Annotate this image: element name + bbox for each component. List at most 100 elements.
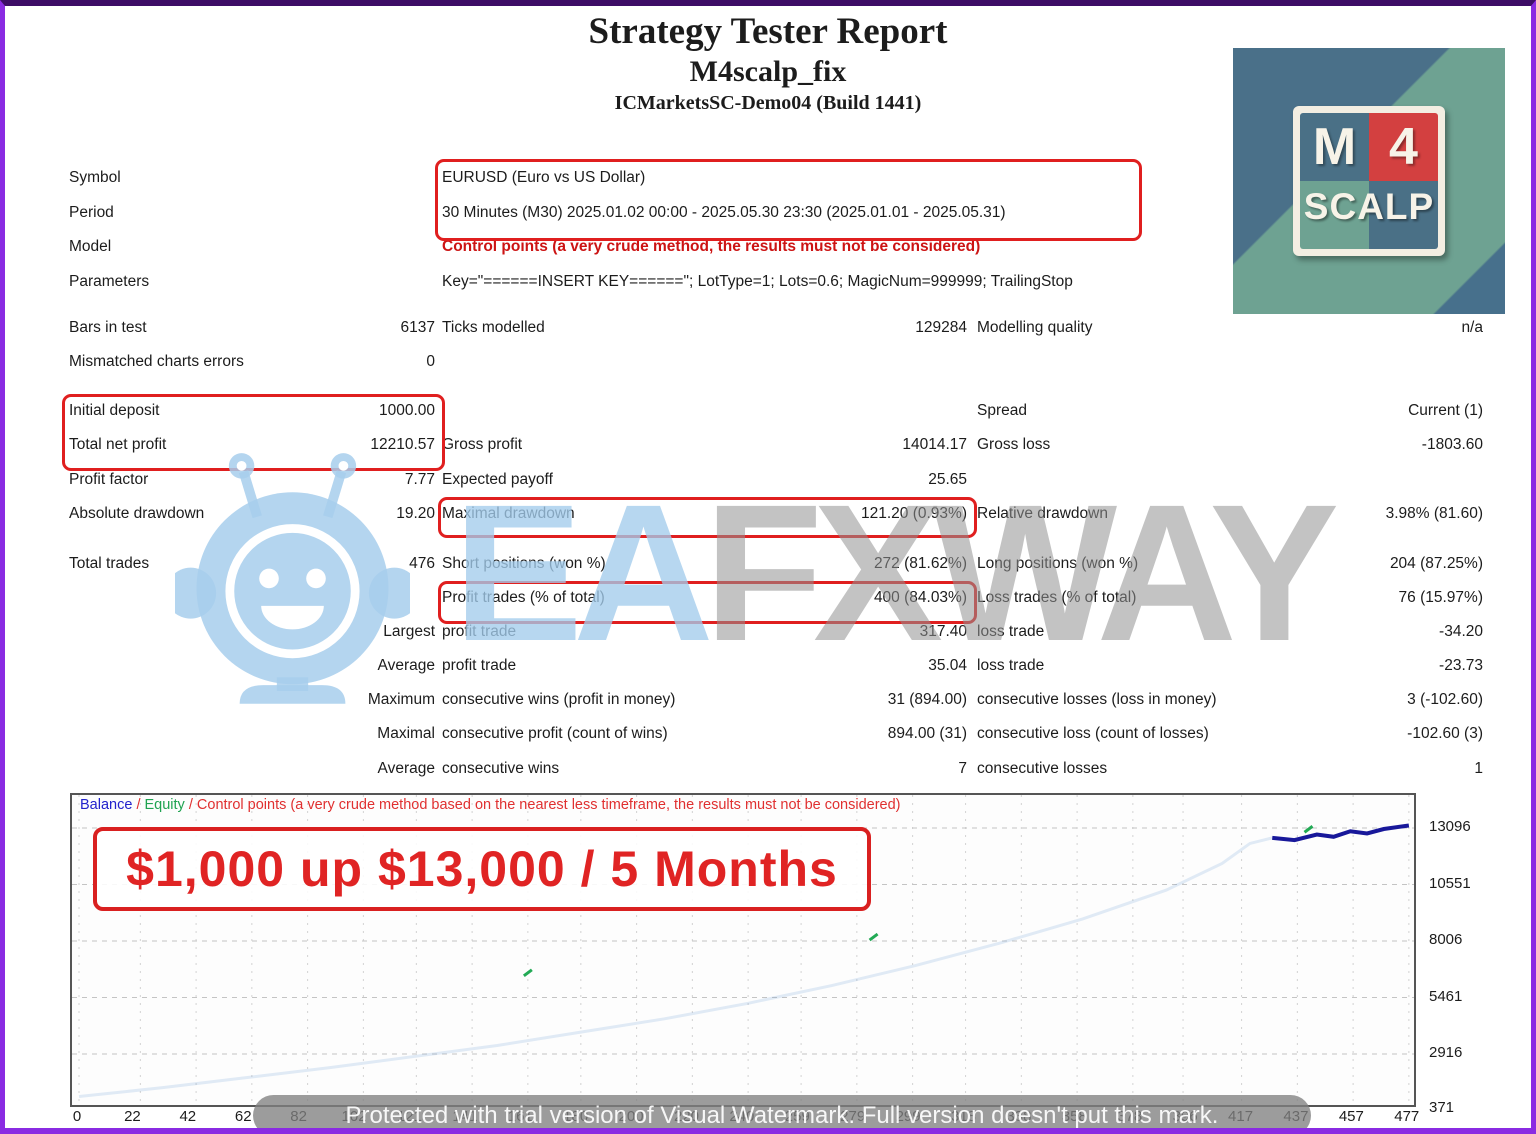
- stat-qualifier: Average: [377, 657, 435, 674]
- info-row-period: Period 30 Minutes (M30) 2025.01.02 00:00…: [5, 204, 1531, 226]
- highlight-box-profit-trades: [438, 581, 977, 624]
- stat-label: consecutive wins: [442, 760, 560, 777]
- visual-watermark-bar: Protected with trial version of Visual W…: [253, 1095, 1311, 1129]
- logo-letter-m: M: [1312, 118, 1357, 176]
- stat-value: 129284: [915, 319, 967, 336]
- logo-quadrant-4: 4: [1369, 113, 1438, 181]
- x-axis-label: 457: [1338, 1108, 1364, 1125]
- stat-label: Ticks modelled: [442, 319, 545, 336]
- stat-label: Long positions (won %): [977, 555, 1139, 572]
- y-axis-label: 13096: [1429, 818, 1471, 835]
- stats-row: Profit trades (% of total) 400 (84.03%) L…: [5, 589, 1531, 611]
- symbol-value: EURUSD (Euro vs US Dollar): [442, 169, 646, 186]
- stat-label: Gross loss: [977, 436, 1051, 453]
- stat-value: 35.04: [928, 657, 967, 674]
- stat-label: Bars in test: [69, 319, 147, 336]
- x-axis-label: 477: [1394, 1108, 1420, 1125]
- stat-label: Relative drawdown: [977, 505, 1108, 522]
- stat-label: consecutive losses (loss in money): [977, 691, 1217, 708]
- stat-value: 25.65: [928, 471, 967, 488]
- page-title: Strategy Tester Report: [588, 11, 948, 52]
- period-label: Period: [69, 204, 114, 221]
- stat-value: 1000.00: [378, 402, 435, 419]
- stat-label: Mismatched charts errors: [69, 353, 244, 370]
- legend-separator: /: [136, 797, 141, 813]
- stat-value: 31 (894.00): [887, 691, 967, 708]
- logo-scalp-text: SCALP: [1303, 186, 1435, 227]
- stat-value: 7.77: [404, 471, 435, 488]
- stats-row: Initial deposit 1000.00 Spread Current (1): [5, 402, 1531, 424]
- stat-label: Profit trades (% of total): [442, 589, 605, 606]
- stat-value: -34.20: [1439, 623, 1483, 640]
- stat-label: Gross profit: [442, 436, 523, 453]
- stats-row: Mismatched charts errors 0: [5, 353, 1531, 375]
- stat-value: 894.00 (31): [887, 725, 967, 742]
- stat-value: 14014.17: [902, 436, 967, 453]
- chart-legend: Balance / Equity / Control points (a ver…: [80, 797, 901, 813]
- report-header: Strategy Tester Report M4scalp_fix ICMar…: [5, 10, 1531, 116]
- x-axis-label: 22: [124, 1108, 141, 1125]
- stat-label: Modelling quality: [977, 319, 1093, 336]
- stat-value: 19.20: [396, 505, 435, 522]
- server-build: ICMarketsSC-Demo04 (Build 1441): [614, 92, 922, 114]
- stat-value: 400 (84.03%): [873, 589, 967, 606]
- highlight-box-symbol-period: [435, 159, 1142, 241]
- stat-label: Expected payoff: [442, 471, 553, 488]
- visual-watermark-text: Protected with trial version of Visual W…: [345, 1101, 1219, 1129]
- info-row-symbol: Symbol EURUSD (Euro vs US Dollar): [5, 169, 1531, 191]
- logo-quadrant-br: [1369, 181, 1438, 249]
- stat-label: Initial deposit: [69, 402, 160, 419]
- stats-row: Profit factor 7.77 Expected payoff 25.65: [5, 471, 1531, 493]
- m4scalp-logo: M 4 SCALP: [1233, 48, 1505, 314]
- y-axis-label: 8006: [1429, 931, 1463, 948]
- y-axis-label: 2916: [1429, 1044, 1463, 1061]
- stat-value: 12210.57: [370, 436, 435, 453]
- stat-qualifier: Maximal: [377, 725, 435, 742]
- legend-note: Control points (a very crude method base…: [196, 797, 901, 813]
- stat-label: Maximal drawdown: [442, 505, 575, 522]
- legend-equity: Equity: [144, 797, 185, 813]
- stats-row: Absolute drawdown 19.20 Maximal drawdown 1…: [5, 505, 1531, 527]
- stat-value: -23.73: [1439, 657, 1483, 674]
- stat-label: consecutive loss (count of losses): [977, 725, 1209, 742]
- stats-row: Total trades 476 Short positions (won %) 2…: [5, 555, 1531, 577]
- stats-row: Maximum consecutive wins (profit in mone…: [5, 691, 1531, 713]
- stats-row: Maximal consecutive profit (count of win…: [5, 725, 1531, 747]
- stat-label: Short positions (won %): [442, 555, 606, 572]
- stat-value: 3 (-102.60): [1407, 691, 1483, 708]
- stat-value: -1803.60: [1421, 436, 1483, 453]
- logo-quadrant-m: M: [1300, 113, 1369, 181]
- info-row-parameters: Parameters Key="======INSERT KEY======";…: [5, 273, 1531, 295]
- stats-row: Largest profit trade 317.40 loss trade -34…: [5, 623, 1531, 645]
- stat-label: Spread: [977, 402, 1027, 419]
- stat-value: 6137: [400, 319, 435, 336]
- symbol-label: Symbol: [69, 169, 121, 186]
- stat-value: 272 (81.62%): [873, 555, 967, 572]
- x-axis-label: 62: [234, 1108, 252, 1125]
- logo-frame: M 4 SCALP: [1293, 106, 1445, 256]
- parameters-label: Parameters: [69, 273, 150, 290]
- parameters-value: Key="======INSERT KEY======"; LotType=1;…: [442, 273, 1073, 290]
- y-axis-label: 5461: [1429, 988, 1463, 1005]
- stat-label: Loss trades (% of total): [977, 589, 1137, 606]
- stat-label: consecutive losses: [977, 760, 1108, 777]
- stat-value: 1: [1474, 760, 1483, 777]
- legend-balance: Balance: [80, 797, 133, 813]
- stat-value: 7: [958, 760, 967, 777]
- stat-value: -102.60 (3): [1407, 725, 1483, 742]
- stat-label: loss trade: [977, 657, 1045, 674]
- x-axis-label: 42: [179, 1108, 197, 1125]
- stat-value: Current (1): [1408, 402, 1483, 419]
- stat-label: Total trades: [69, 555, 150, 572]
- stat-label: Total net profit: [69, 436, 167, 453]
- stats-row: Average profit trade 35.04 loss trade -23.…: [5, 657, 1531, 679]
- y-axis-label: 371: [1429, 1099, 1455, 1116]
- stats-row: Total net profit 12210.57 Gross profit 140…: [5, 436, 1531, 458]
- legend-separator: /: [188, 797, 193, 813]
- highlight-box-net-profit: [62, 394, 445, 471]
- highlight-box-maximal-drawdown: [438, 497, 977, 538]
- info-row-model: Model Control points (a very crude metho…: [5, 238, 1531, 260]
- stat-value: n/a: [1461, 319, 1483, 336]
- y-axis-label: 10551: [1429, 875, 1471, 892]
